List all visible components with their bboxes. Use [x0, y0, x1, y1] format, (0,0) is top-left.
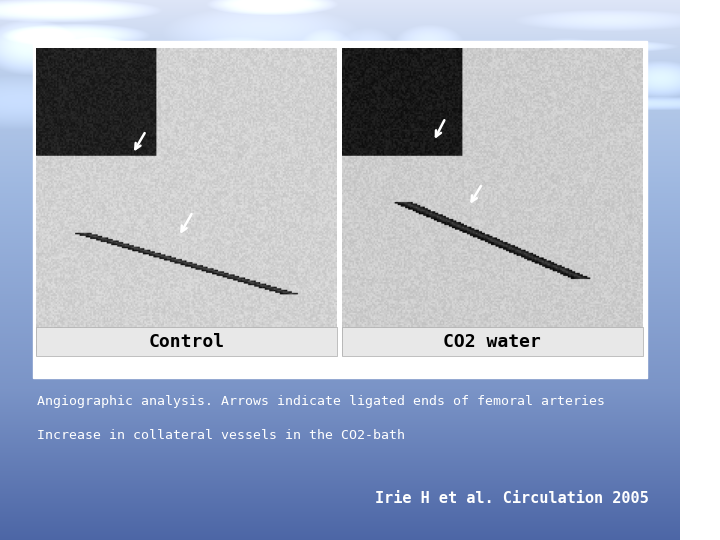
Text: Control: Control	[148, 333, 225, 350]
Text: Increase in collateral vessels in the CO2-bath: Increase in collateral vessels in the CO…	[37, 429, 405, 442]
FancyBboxPatch shape	[36, 327, 337, 356]
Text: CO2 water: CO2 water	[444, 333, 541, 350]
Text: Angiographic analysis. Arrows indicate ligated ends of femoral arteries: Angiographic analysis. Arrows indicate l…	[37, 395, 606, 408]
Text: Irie H et al. Circulation 2005: Irie H et al. Circulation 2005	[375, 491, 649, 507]
FancyBboxPatch shape	[32, 40, 647, 378]
FancyBboxPatch shape	[342, 327, 643, 356]
